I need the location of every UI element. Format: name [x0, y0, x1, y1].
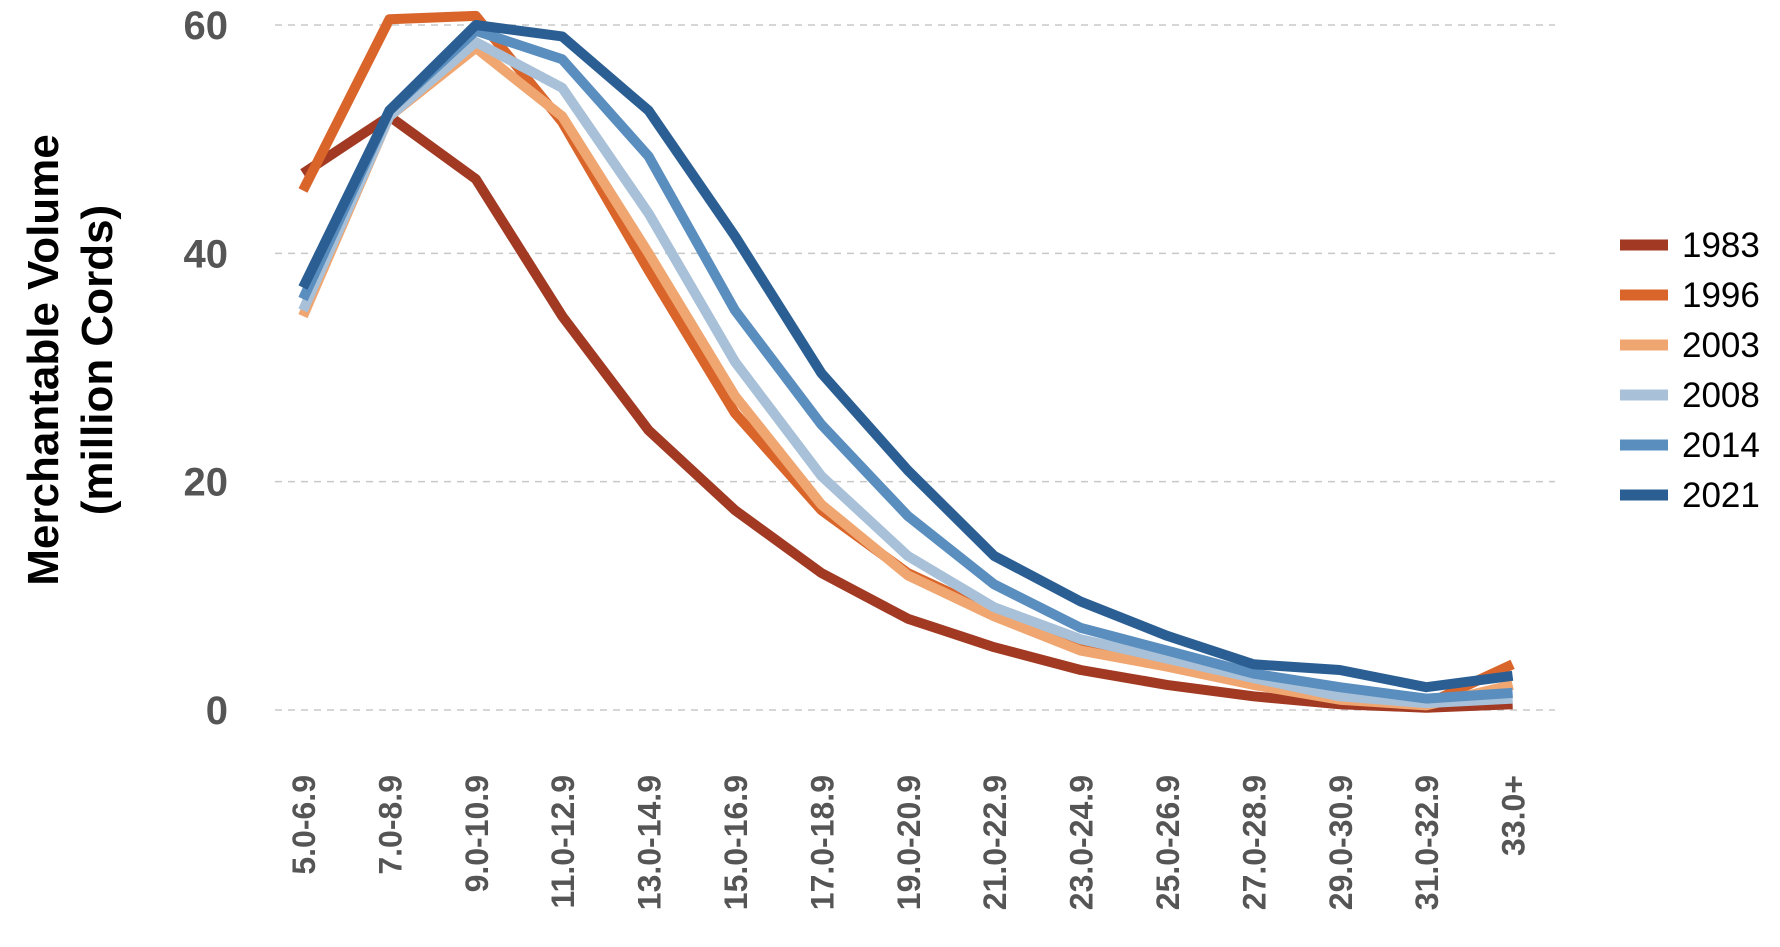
y-axis-ticks: 0 20 40 60 [184, 4, 229, 733]
x-tick-label: 7.0-8.9 [372, 775, 408, 875]
legend-label-1996: 1996 [1682, 276, 1760, 315]
x-tick-label: 15.0-16.9 [718, 775, 754, 910]
x-tick-label: 5.0-6.9 [286, 775, 322, 875]
x-tick-label: 29.0-30.9 [1323, 775, 1359, 910]
x-tick-label: 25.0-26.9 [1150, 775, 1186, 910]
legend: 1983 1996 2003 2008 2014 2021 [1620, 226, 1760, 515]
y-tick-label: 0 [206, 689, 228, 733]
x-tick-label: 13.0-14.9 [632, 775, 668, 910]
x-tick-label: 23.0-24.9 [1064, 775, 1100, 910]
series-line-2021 [298, 20, 1514, 693]
series-line-2003 [298, 42, 1514, 711]
series-lines [298, 10, 1515, 713]
x-tick-label: 33.0+ [1496, 775, 1532, 856]
x-tick-label: 21.0-22.9 [977, 775, 1013, 910]
x-tick-label: 11.0-12.9 [545, 775, 581, 908]
x-axis-ticks: 5.0-6.9 7.0-8.9 9.0-10.9 11.0-12.9 13.0-14.9… [286, 775, 1532, 910]
x-tick-label: 27.0-28.9 [1236, 775, 1272, 910]
y-axis-title-line1: Merchantable Volume [19, 134, 68, 586]
series-line-2008 [298, 37, 1513, 709]
x-tick-label: 9.0-10.9 [459, 775, 495, 892]
legend-label-1983: 1983 [1682, 226, 1760, 265]
x-tick-label: 17.0-18.9 [804, 775, 840, 910]
legend-label-2014: 2014 [1682, 426, 1760, 465]
y-tick-label: 40 [184, 232, 229, 276]
series-line-2014 [298, 25, 1513, 704]
y-tick-label: 60 [184, 4, 229, 48]
y-axis-title-line2: (million Cords) [73, 205, 122, 515]
series-line-1996 [298, 10, 1515, 710]
x-tick-label: 31.0-32.9 [1409, 775, 1445, 910]
legend-label-2003: 2003 [1682, 326, 1760, 365]
gridlines [275, 24, 1555, 711]
y-tick-label: 20 [184, 461, 229, 505]
legend-label-2008: 2008 [1682, 376, 1760, 415]
x-tick-label: 19.0-20.9 [891, 775, 927, 910]
legend-label-2021: 2021 [1682, 476, 1760, 515]
series-line-1983 [300, 111, 1513, 713]
